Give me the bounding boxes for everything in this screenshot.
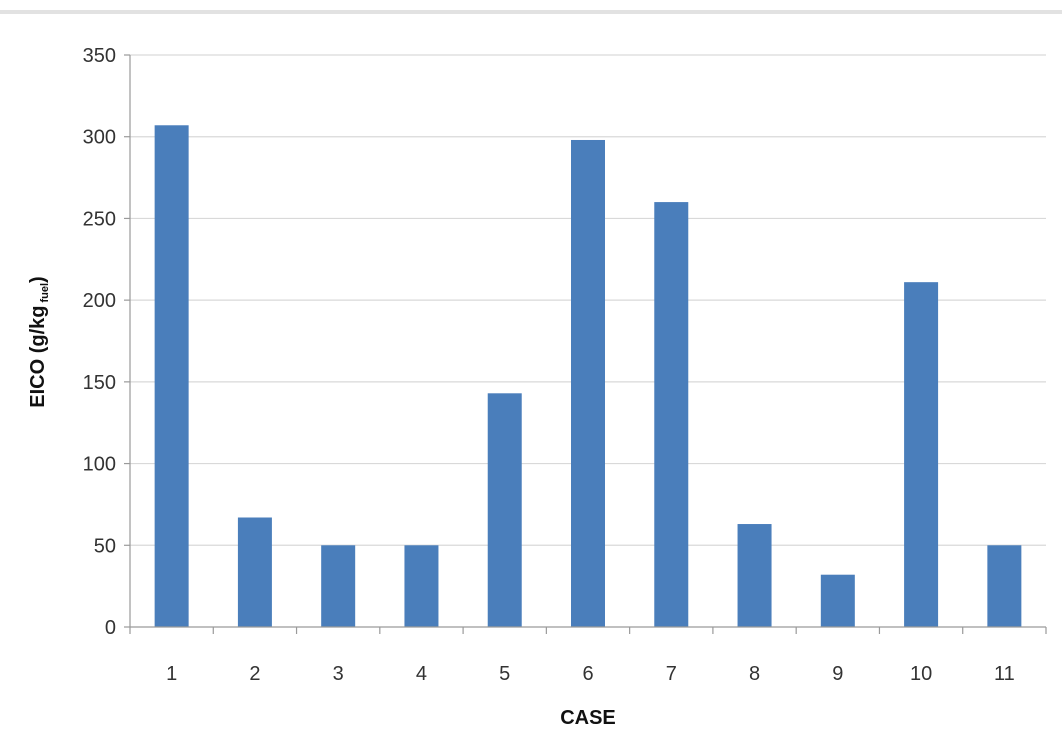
x-tick-label: 8 <box>749 663 760 685</box>
bar-case-6 <box>571 139 605 628</box>
y-tick-label: 200 <box>83 290 116 312</box>
x-tick-label: 9 <box>832 663 843 685</box>
x-tick-label: 2 <box>249 663 260 685</box>
x-axis-title: CASE <box>560 707 616 729</box>
top-divider <box>0 10 1062 14</box>
y-tick-label: 100 <box>83 454 116 476</box>
x-tick-label: 1 <box>166 663 177 685</box>
y-axis-title-end: ) <box>27 276 49 283</box>
x-tick-label: 11 <box>994 663 1015 685</box>
x-tick-label: 5 <box>499 663 510 685</box>
gridlines <box>130 54 1046 546</box>
bar-case-5 <box>487 393 522 627</box>
y-tick-label: 0 <box>105 617 116 639</box>
y-axis-ticks: 0 50 100 150 200 250 300 350 <box>83 45 130 639</box>
bars <box>154 125 1022 628</box>
x-tick-label: 4 <box>416 663 427 685</box>
x-tick-label: 7 <box>666 663 677 685</box>
bar-case-9 <box>820 574 855 627</box>
bar-case-1 <box>154 125 189 627</box>
y-axis-title-main: EICO (g/kg <box>27 306 49 408</box>
y-tick-label: 350 <box>83 45 116 67</box>
x-tick-label: 10 <box>910 663 932 685</box>
y-tick-label: 50 <box>94 535 116 557</box>
y-tick-label: 150 <box>83 372 116 394</box>
bar-case-10 <box>904 282 939 627</box>
bar-case-11 <box>987 545 1022 627</box>
y-tick-label: 250 <box>83 208 116 230</box>
x-tick-label: 6 <box>582 663 593 685</box>
bar-case-7 <box>654 202 689 628</box>
x-tick-label: 3 <box>333 663 344 685</box>
x-axis-ticks: 1 2 3 4 5 6 7 8 9 10 11 <box>166 663 1015 685</box>
y-tick-label: 300 <box>83 127 116 149</box>
y-axis-title-subscript: fuel <box>39 283 51 303</box>
y-axis-title: EICO (g/kg fuel) <box>27 276 51 407</box>
bar-case-4 <box>404 545 439 627</box>
x-axis <box>129 55 1047 634</box>
bar-case-2 <box>237 517 272 627</box>
bar-case-8 <box>737 524 772 627</box>
bar-case-3 <box>321 545 356 627</box>
